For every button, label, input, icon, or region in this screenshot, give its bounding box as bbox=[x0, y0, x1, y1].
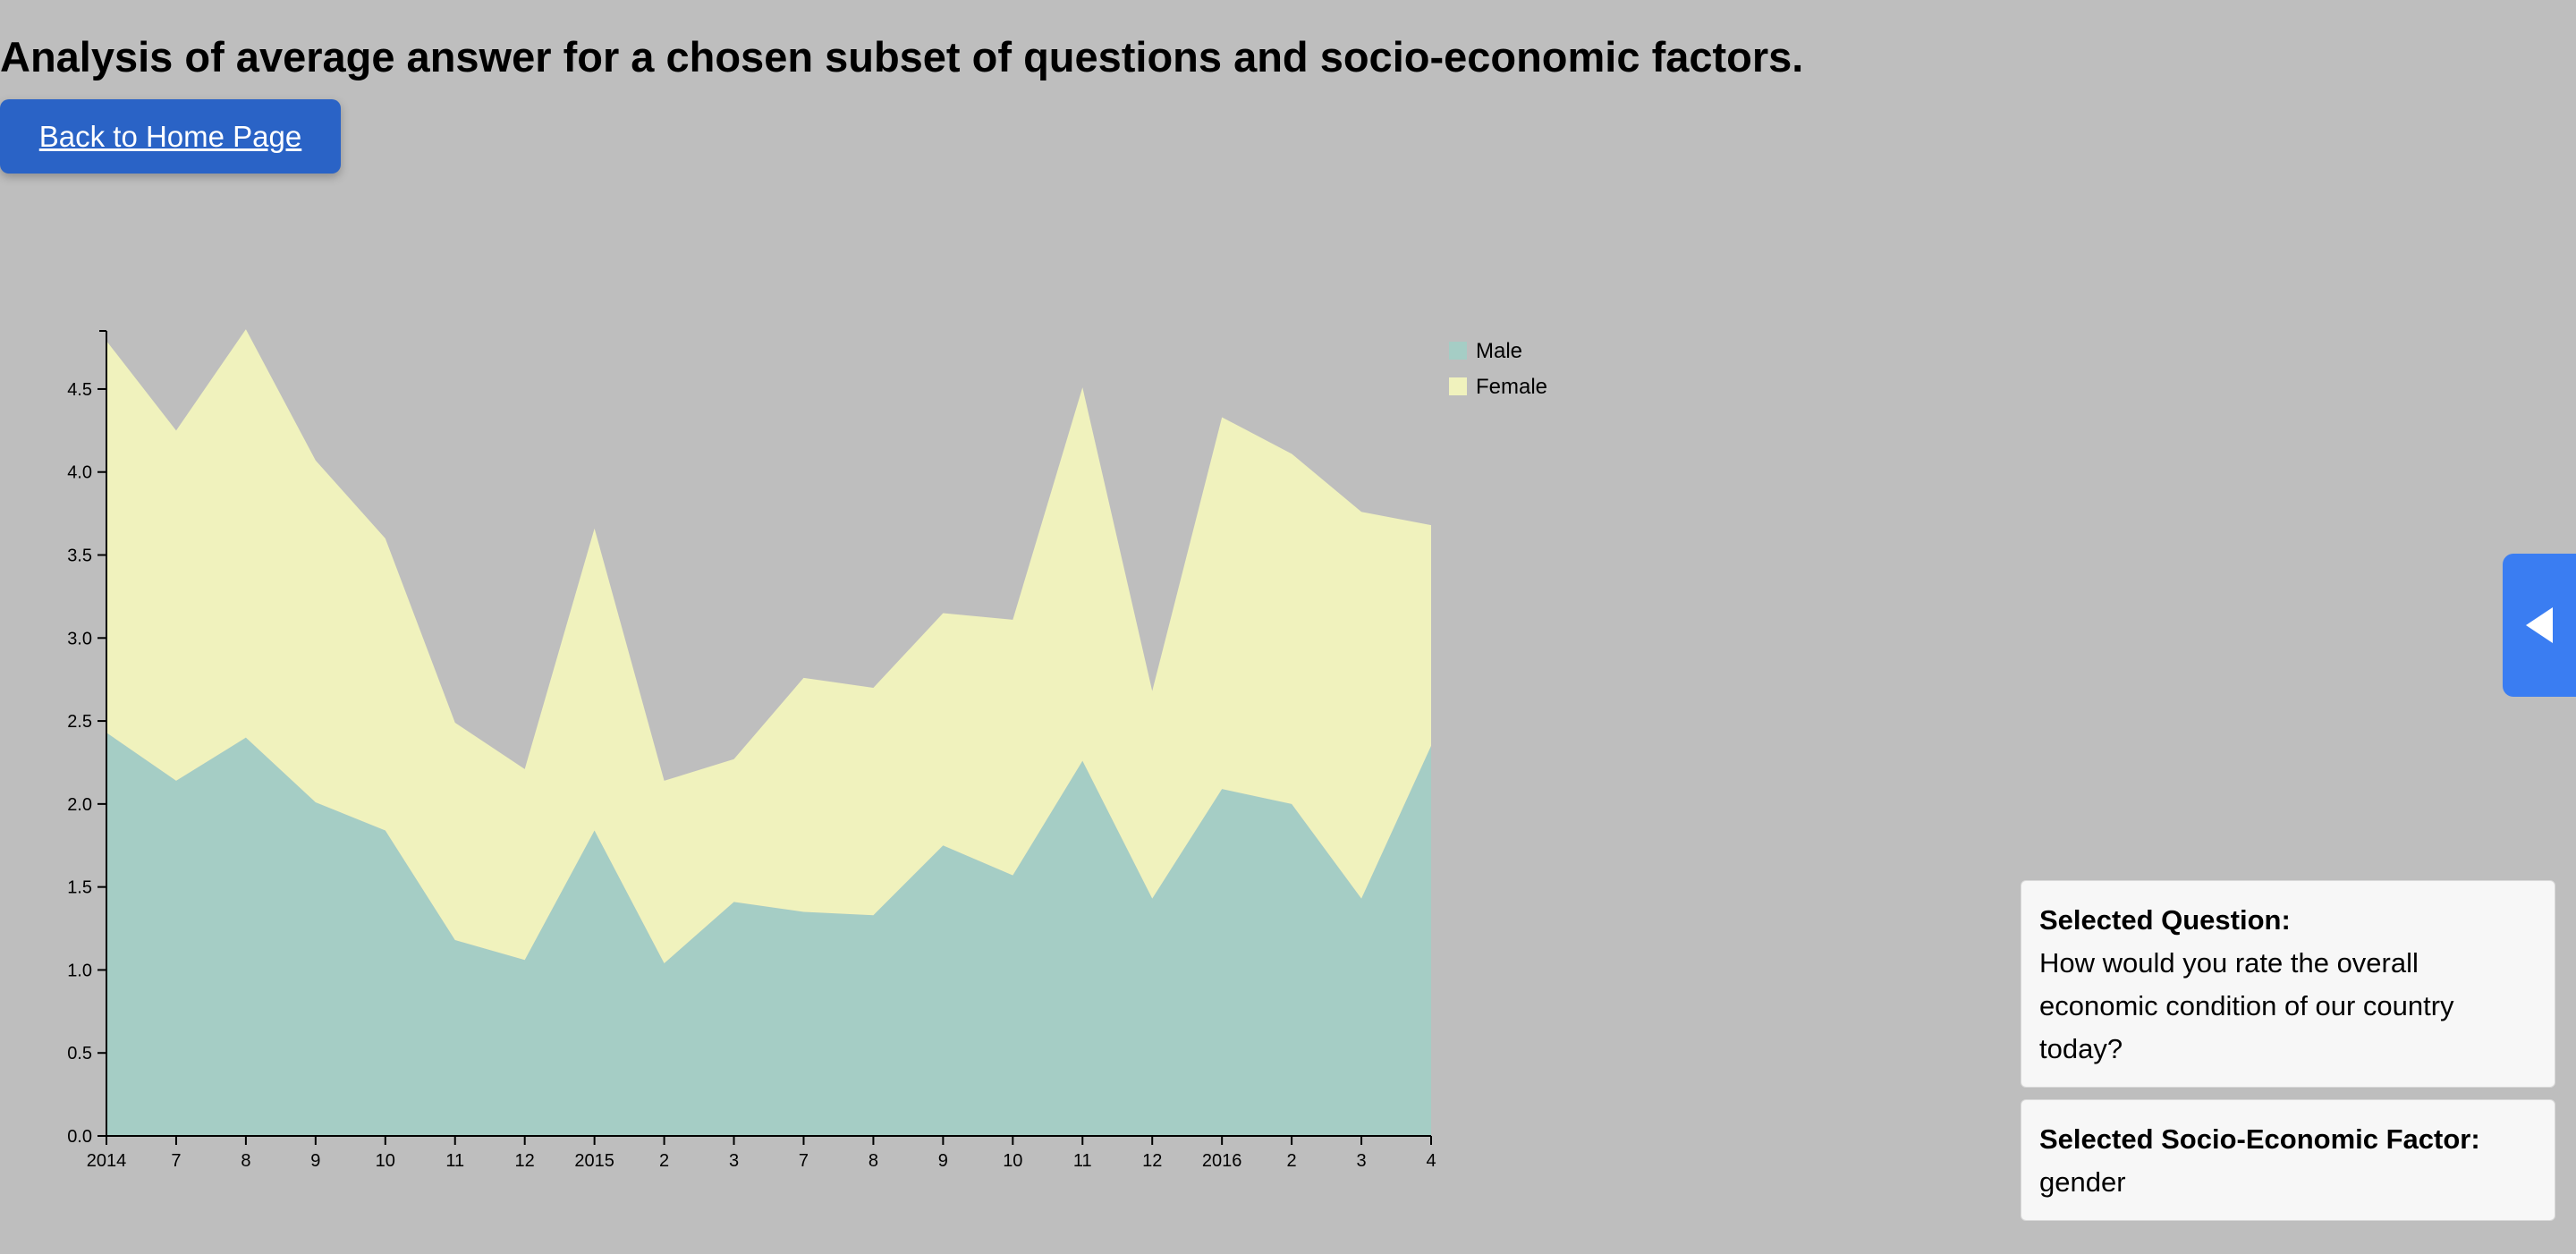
triangle-left-icon bbox=[2526, 607, 2553, 643]
y-tick-label: 4.5 bbox=[67, 380, 92, 400]
x-tick-label: 8 bbox=[869, 1151, 878, 1171]
x-tick-label: 11 bbox=[445, 1151, 464, 1171]
x-tick-label: 10 bbox=[376, 1151, 395, 1171]
y-tick-label: 3.5 bbox=[67, 547, 92, 566]
x-tick-label: 8 bbox=[241, 1151, 250, 1171]
x-tick-label: 10 bbox=[1003, 1151, 1022, 1171]
legend-label-female: Female bbox=[1476, 375, 1547, 399]
back-to-home-label: Back to Home Page bbox=[38, 119, 302, 153]
y-tick-label: 3.0 bbox=[67, 629, 92, 648]
selected-question-box: Selected Question: How would you rate th… bbox=[2021, 880, 2555, 1088]
x-tick-label: 7 bbox=[799, 1151, 809, 1171]
back-to-home-button[interactable]: Back to Home Page bbox=[0, 99, 341, 174]
x-tick-label: 12 bbox=[515, 1151, 535, 1171]
x-tick-label: 2014 bbox=[87, 1151, 127, 1171]
selected-factor-heading: Selected Socio-Economic Factor: bbox=[2039, 1123, 2480, 1155]
collapse-panel-toggle[interactable] bbox=[2503, 554, 2576, 697]
legend-swatch-female bbox=[1449, 377, 1467, 395]
stacked-area-chart: 0.0 0.5 1.0 1.5 2.0 2.5 3.0 3.5 4.0 4.5 2014 7 8 9 10 1… bbox=[67, 329, 1547, 1171]
page-title: Analysis of average answer for a chosen … bbox=[0, 33, 1804, 80]
y-tick-label: 0.5 bbox=[67, 1044, 92, 1063]
area-female bbox=[106, 329, 1431, 964]
x-tick-label: 7 bbox=[171, 1151, 181, 1171]
legend-label-male: Male bbox=[1476, 339, 1522, 363]
x-tick-label: 2 bbox=[1287, 1151, 1297, 1171]
y-tick-label: 1.5 bbox=[67, 878, 92, 898]
chart-axes: 0.0 0.5 1.0 1.5 2.0 2.5 3.0 3.5 4.0 4.5 2014 7 8 9 10 1… bbox=[67, 330, 1436, 1171]
x-tick-label: 4 bbox=[1426, 1151, 1436, 1171]
y-tick-label: 0.0 bbox=[67, 1127, 92, 1147]
chart-legend: Male Female bbox=[1449, 339, 1547, 399]
x-tick-label: 2 bbox=[659, 1151, 669, 1171]
x-tick-label: 9 bbox=[310, 1151, 320, 1171]
y-tick-label: 4.0 bbox=[67, 463, 92, 483]
x-tick-label: 12 bbox=[1142, 1151, 1162, 1171]
x-tick-label: 2016 bbox=[1202, 1151, 1242, 1171]
area-male bbox=[106, 733, 1431, 1136]
y-tick-label: 1.0 bbox=[67, 961, 92, 980]
legend-swatch-male bbox=[1449, 342, 1467, 360]
selected-factor-text: gender bbox=[2039, 1166, 2126, 1198]
x-tick-label: 3 bbox=[1356, 1151, 1366, 1171]
selected-factor-box: Selected Socio-Economic Factor: gender bbox=[2021, 1099, 2555, 1221]
selected-question-heading: Selected Question: bbox=[2039, 904, 2291, 936]
y-tick-label: 2.0 bbox=[67, 795, 92, 815]
chart-areas bbox=[106, 329, 1431, 1136]
x-tick-label: 9 bbox=[938, 1151, 948, 1171]
selected-question-text: How would you rate the overall economic … bbox=[2039, 947, 2454, 1064]
y-tick-label: 2.5 bbox=[67, 712, 92, 732]
x-tick-label: 11 bbox=[1073, 1151, 1092, 1171]
x-tick-label: 3 bbox=[729, 1151, 739, 1171]
x-tick-label: 2015 bbox=[574, 1151, 614, 1171]
